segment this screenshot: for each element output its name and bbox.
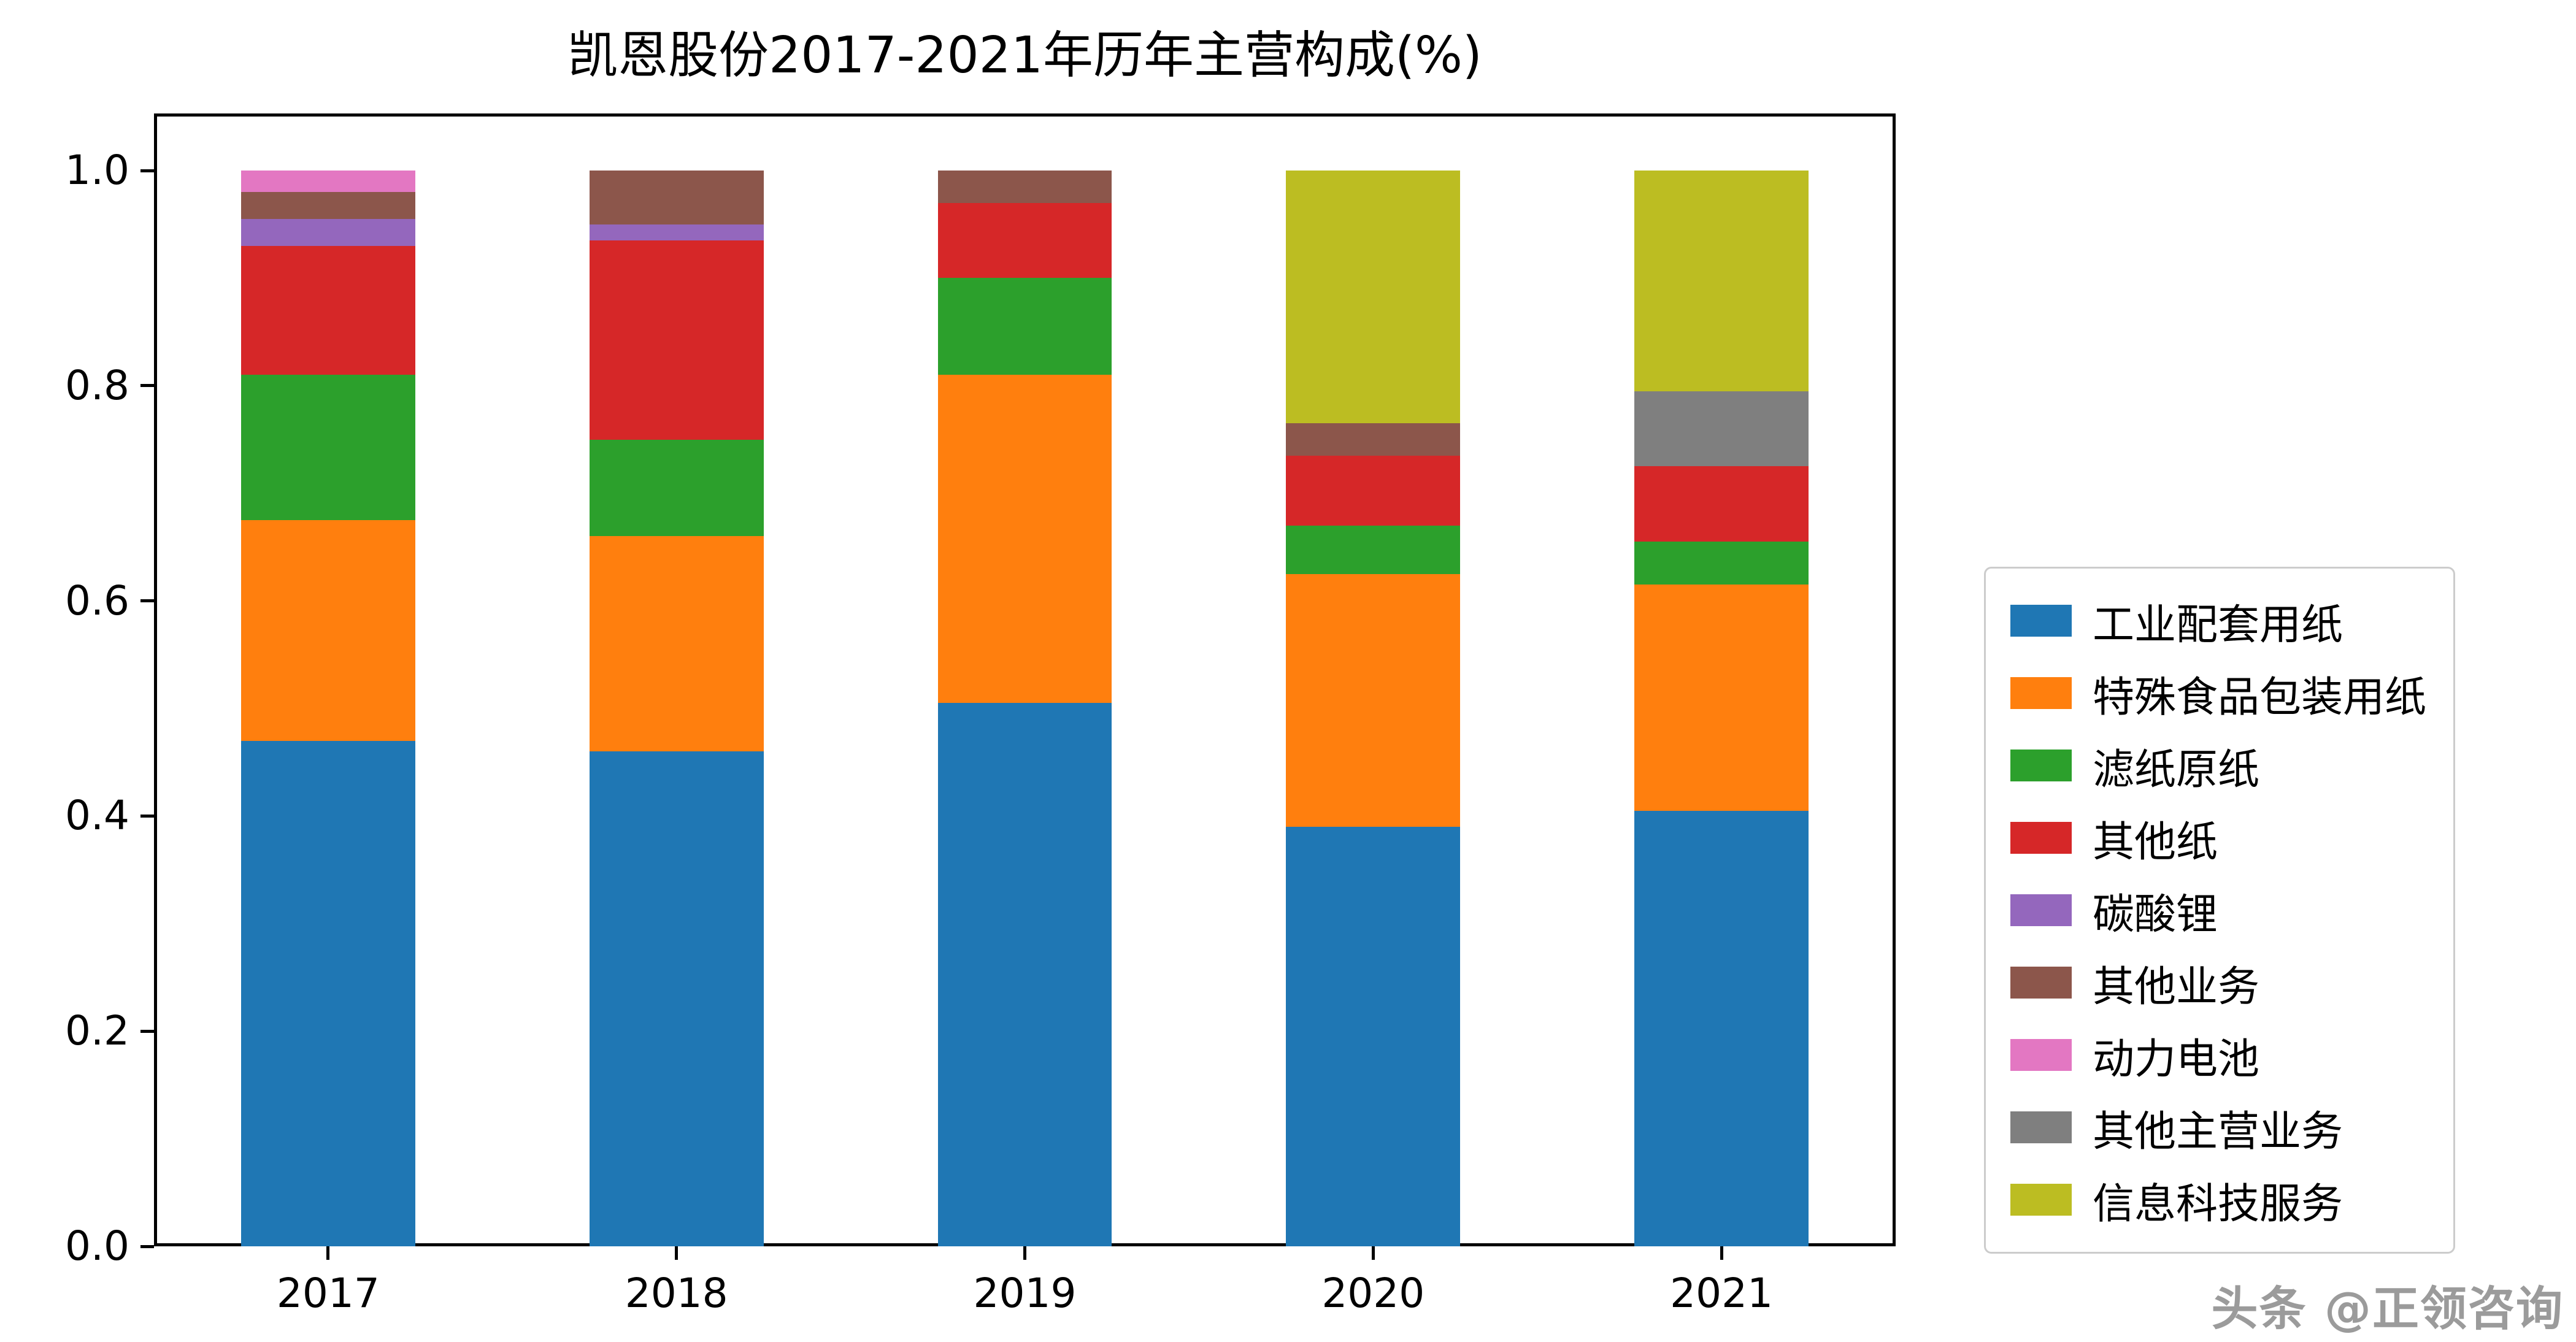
bar-segment [1634,585,1809,811]
watermark: 头条 @正领咨询 [2211,1281,2564,1336]
legend-swatch [2010,822,2072,854]
bar-segment [1634,171,1809,391]
bar-segment [937,278,1112,375]
legend-swatch [2010,677,2072,709]
legend-swatch [2010,750,2072,781]
legend-swatch [2010,1111,2072,1143]
x-tick-mark [1371,1246,1375,1260]
y-tick-mark [140,814,154,818]
legend-item: 信息科技服务 [2010,1164,2426,1236]
y-tick-mark [140,1244,154,1248]
y-tick-label: 0.2 [65,1007,129,1055]
x-tick-label: 2017 [276,1270,380,1317]
bar-segment [937,202,1112,278]
bar-segment [240,192,415,219]
legend-label: 特殊食品包装用纸 [2093,673,2427,722]
bar-segment [240,218,415,246]
bar-segment [1286,171,1461,424]
x-tick-label: 2019 [973,1270,1077,1317]
legend-swatch [2010,1184,2072,1216]
bar-segment [240,245,415,375]
bar-segment [240,375,415,521]
y-tick-mark [140,169,154,172]
legend-item: 其他主营业务 [2010,1091,2426,1164]
x-tick-label: 2020 [1321,1270,1425,1317]
x-tick-mark [1720,1246,1723,1260]
bar-segment [937,171,1112,203]
bar-segment [1286,573,1461,827]
bar-segment [937,703,1112,1246]
bar-segment [1286,826,1461,1246]
bar-segment [1634,542,1809,585]
legend: 工业配套用纸特殊食品包装用纸 滤纸原纸其他纸碳酸锂其他业务动力电池其他主营业务 信息… [1984,567,2456,1254]
y-tick-mark [140,384,154,388]
bar-segment [1286,423,1461,456]
legend-item: 碳酸锂 [2010,874,2426,946]
legend-label: 碳酸锂 [2093,890,2218,939]
legend-swatch [2010,894,2072,926]
bar-segment [589,171,764,224]
legend-label: 其他主营业务 [2093,1107,2343,1156]
legend-swatch [2010,967,2072,999]
bar-segment [589,224,764,241]
bar-segment [1634,810,1809,1246]
y-tick-label: 1.0 [65,147,129,194]
legend-item: 滤纸原纸 [2010,729,2426,802]
legend-item: 其他业务 [2010,946,2426,1019]
plot-area [154,113,1896,1246]
legend-swatch [2010,605,2072,637]
legend-label: 动力电池 [2093,1035,2260,1084]
y-tick-mark [140,599,154,603]
legend-item: 动力电池 [2010,1019,2426,1091]
bar-segment [240,740,415,1246]
legend-swatch [2010,1039,2072,1071]
x-tick-mark [326,1246,330,1260]
chart-title: 凯恩股份2017-2021年历年主营构成(%) [567,26,1482,85]
bar-segment [589,536,764,752]
legend-item: 特殊食品包装用纸 [2010,657,2426,729]
bar-segment [589,439,764,537]
y-tick-label: 0.8 [65,361,129,409]
bar-segment [1286,525,1461,574]
y-tick-mark [140,1029,154,1033]
legend-label: 滤纸原纸 [2093,745,2260,794]
x-tick-mark [1023,1246,1026,1260]
bar-segment [1286,455,1461,526]
bar-segment [240,520,415,741]
bar-segment [937,375,1112,704]
x-tick-mark [675,1246,679,1260]
y-tick-label: 0.4 [65,792,129,840]
x-tick-label: 2018 [625,1270,728,1317]
bar-segment [240,171,415,193]
legend-label: 工业配套用纸 [2093,600,2343,650]
y-tick-label: 0.0 [65,1222,129,1270]
legend-label: 其他业务 [2093,962,2260,1011]
bar-segment [1634,466,1809,542]
bar-segment [1634,391,1809,467]
bar-segment [589,240,764,440]
y-tick-label: 0.6 [65,577,129,624]
bar-segment [589,751,764,1246]
legend-item: 其他纸 [2010,802,2426,874]
legend-label: 其他纸 [2093,818,2218,867]
legend-label: 信息科技服务 [2093,1179,2343,1229]
legend-item: 工业配套用纸 [2010,585,2426,657]
x-tick-label: 2021 [1670,1270,1774,1317]
